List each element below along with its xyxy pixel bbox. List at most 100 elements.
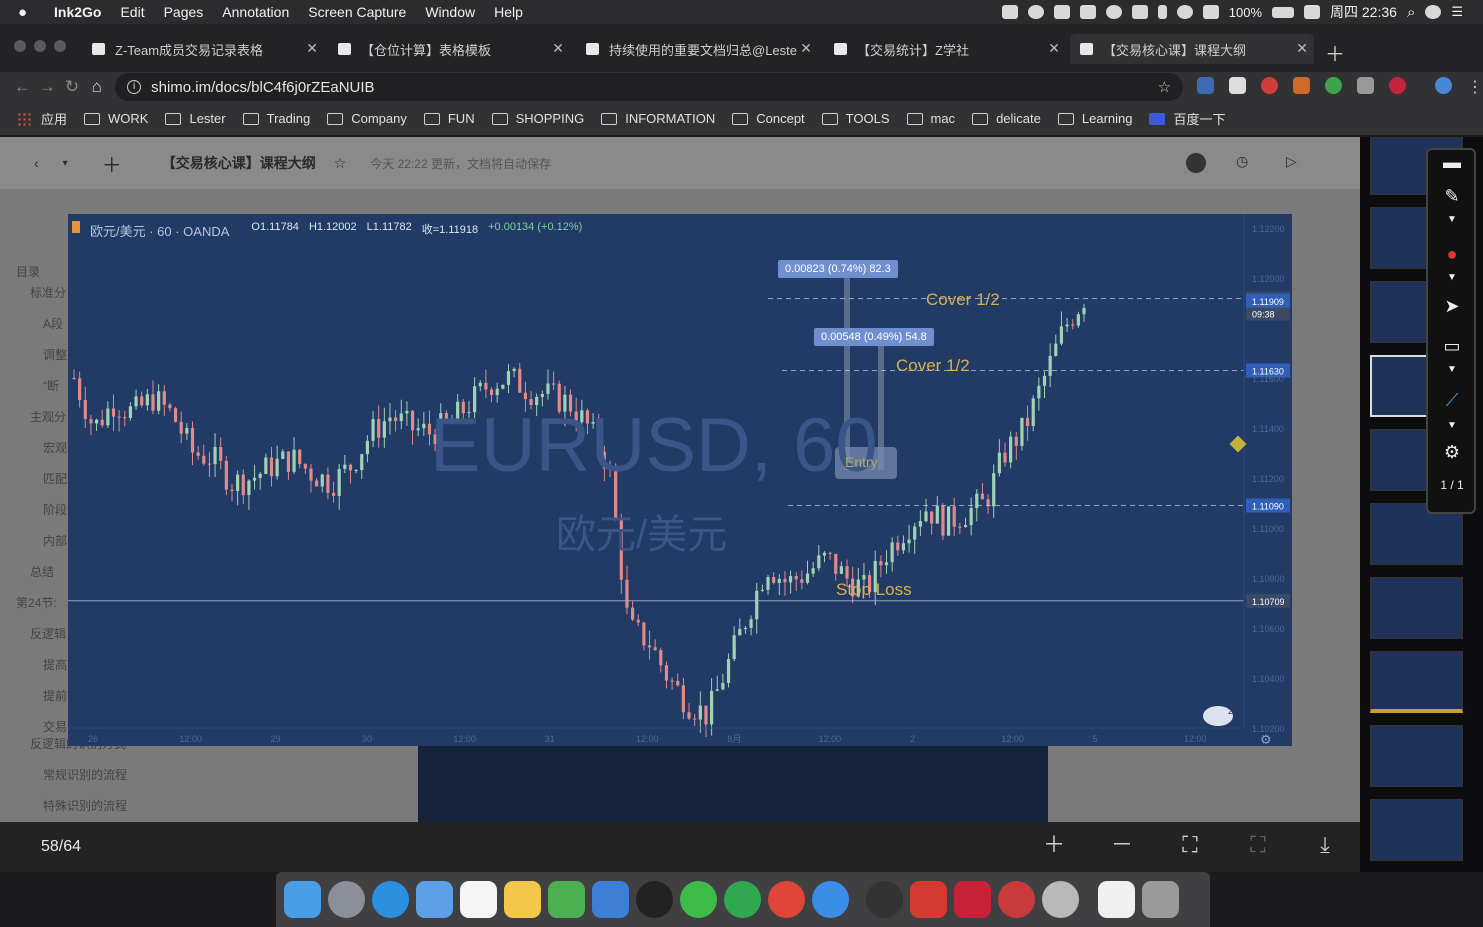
ev-ext-icon[interactable] — [1389, 77, 1407, 94]
doc-dropdown-icon[interactable]: ▾ — [62, 157, 68, 169]
color-picker-icon[interactable]: ● — [1446, 244, 1458, 264]
pointer-icon[interactable]: ➤ — [1444, 296, 1460, 316]
doc-present-icon[interactable]: ▷ — [1286, 153, 1297, 169]
tab-position-calc[interactable]: 【仓位计算】表格模板 ✕ — [330, 34, 570, 64]
outline-item[interactable]: 第24节: — [16, 596, 57, 610]
battery-icon[interactable] — [1272, 6, 1294, 18]
bookmark-concept[interactable]: Concept — [732, 111, 805, 126]
close-tab-icon[interactable]: ✕ — [552, 40, 564, 56]
outline-item[interactable]: 阶段 — [43, 503, 68, 517]
forward-icon[interactable]: → — [38, 77, 56, 96]
color-dropdown-icon[interactable]: ▼ — [1447, 272, 1457, 283]
outline-item[interactable]: 宏观 — [43, 441, 68, 455]
ink2go-icon[interactable] — [866, 881, 903, 918]
outline-item[interactable]: 总结 — [30, 565, 55, 579]
outline-item[interactable]: 提前 — [43, 689, 68, 703]
finder-icon[interactable] — [284, 881, 321, 918]
pencil-icon[interactable]: ✎ — [1444, 186, 1460, 206]
bookmark-trading[interactable]: Trading — [242, 111, 310, 126]
vpn-icon[interactable] — [1027, 5, 1044, 19]
outline-item[interactable]: 内部 — [43, 534, 68, 548]
safari-icon[interactable] — [372, 881, 409, 918]
thumbnail[interactable] — [1370, 503, 1463, 565]
tool-dropdown-icon[interactable]: ▼ — [1447, 214, 1457, 225]
outline-item[interactable]: 提高 — [43, 658, 68, 672]
evernote-tray-icon[interactable] — [1079, 5, 1096, 19]
minimize-bar-icon[interactable]: ▬ — [1443, 152, 1461, 172]
mail-client-icon[interactable] — [812, 881, 849, 918]
home-icon[interactable]: ⌂ — [91, 77, 102, 96]
close-window-button[interactable] — [14, 40, 26, 52]
bookmark-fun[interactable]: FUN — [423, 111, 475, 126]
pdf-app-icon[interactable] — [998, 881, 1035, 918]
airplay-icon[interactable] — [1131, 5, 1148, 19]
bookmark-company[interactable]: Company — [327, 111, 407, 126]
hl-dropdown-icon[interactable]: ▼ — [1447, 420, 1457, 431]
spotlight-icon[interactable]: ⌕ — [1406, 3, 1416, 21]
thumbnail[interactable] — [1370, 799, 1463, 861]
doc-back-icon[interactable]: ‹ — [34, 155, 39, 171]
menu-help[interactable]: Help — [494, 4, 523, 20]
thumbnail[interactable] — [1370, 651, 1463, 713]
bookmark-lester[interactable]: Lester — [165, 111, 226, 126]
red-ext-icon[interactable] — [1261, 77, 1279, 94]
qq-icon[interactable] — [636, 881, 673, 918]
numbers-icon[interactable] — [548, 881, 585, 918]
doc-star-icon[interactable]: ☆ — [333, 154, 347, 171]
menu-annotation[interactable]: Annotation — [222, 4, 290, 20]
tab-important-docs[interactable]: 持续使用的重要文档归总@Leste ✕ — [578, 34, 818, 64]
highlighter-icon[interactable]: ⟋ — [1445, 390, 1459, 410]
close-tab-icon[interactable]: ✕ — [1048, 40, 1060, 56]
video-app-icon[interactable] — [1042, 881, 1079, 918]
notes-icon[interactable] — [504, 881, 541, 918]
thumbnail[interactable] — [1370, 577, 1463, 639]
evernote-icon[interactable] — [724, 881, 761, 918]
outline-item[interactable]: 主观分 — [30, 410, 67, 424]
mail-icon[interactable] — [416, 881, 453, 918]
chart-symbol[interactable]: 欧元/美元 · 60 · OANDA — [90, 224, 230, 239]
board-dropdown-icon[interactable]: ▼ — [1447, 364, 1457, 375]
document-icon[interactable] — [1098, 881, 1135, 918]
menu-pages[interactable]: Pages — [163, 4, 204, 20]
screen-icon[interactable] — [1105, 5, 1122, 19]
tab-trade-stats[interactable]: 【交易统计】Z学社 ✕ — [826, 34, 1066, 64]
bookmark-star-icon[interactable]: ☆ — [1157, 79, 1172, 96]
outline-item[interactable]: 调整 — [43, 348, 68, 362]
zoom-window-button[interactable] — [54, 40, 66, 52]
bookmark-tools[interactable]: TOOLS — [821, 111, 890, 126]
download-button[interactable]: ⤓ — [1320, 832, 1330, 857]
close-tab-icon[interactable]: ✕ — [800, 40, 812, 56]
clock[interactable]: 周四 22:36 — [1330, 4, 1397, 20]
bookmark-delicate[interactable]: delicate — [972, 111, 1041, 126]
minimize-window-button[interactable] — [34, 40, 46, 52]
close-tab-icon[interactable]: ✕ — [306, 40, 318, 56]
zoom-out-button[interactable]: － — [1110, 832, 1133, 857]
launchpad-icon[interactable] — [328, 881, 365, 918]
chat-icon[interactable] — [1053, 5, 1070, 19]
outline-item[interactable]: 交易 — [43, 720, 68, 734]
bluetooth-icon[interactable] — [1157, 5, 1167, 19]
cloud-ext-icon[interactable] — [1357, 77, 1375, 94]
new-tab-button[interactable]: ＋ — [1325, 44, 1345, 66]
profile-avatar[interactable] — [1435, 77, 1453, 94]
netease-music-icon[interactable] — [910, 881, 947, 918]
outline-item[interactable]: 常规识别的流程 — [43, 768, 128, 782]
chart-settings-icon[interactable]: ⚙ — [1260, 732, 1272, 746]
camera-icon[interactable] — [1001, 5, 1018, 19]
menu-app-name[interactable]: Ink2Go — [54, 4, 102, 20]
bookmark-mac[interactable]: mac — [906, 111, 955, 126]
volume-icon[interactable] — [1202, 5, 1219, 19]
browser-menu-icon[interactable]: ⋮ — [1467, 79, 1483, 96]
outline-item[interactable]: 匹配 — [43, 472, 68, 486]
tab-z-team-records[interactable]: Z-Team成员交易记录表格 ✕ — [84, 34, 324, 64]
chrome-icon[interactable] — [768, 881, 805, 918]
doc-new-icon[interactable]: ＋ — [101, 154, 122, 177]
bookmark-apps[interactable]: 应用 — [17, 109, 67, 128]
bookmark-work[interactable]: WORK — [84, 111, 148, 126]
doc-avatar[interactable] — [1186, 153, 1206, 173]
ev-app-icon[interactable] — [954, 881, 991, 918]
outline-item[interactable]: “断 — [43, 379, 59, 393]
outline-item[interactable]: 目录 — [16, 265, 41, 279]
menu-window[interactable]: Window — [425, 4, 476, 20]
doc-history-icon[interactable]: ◷ — [1236, 153, 1249, 169]
